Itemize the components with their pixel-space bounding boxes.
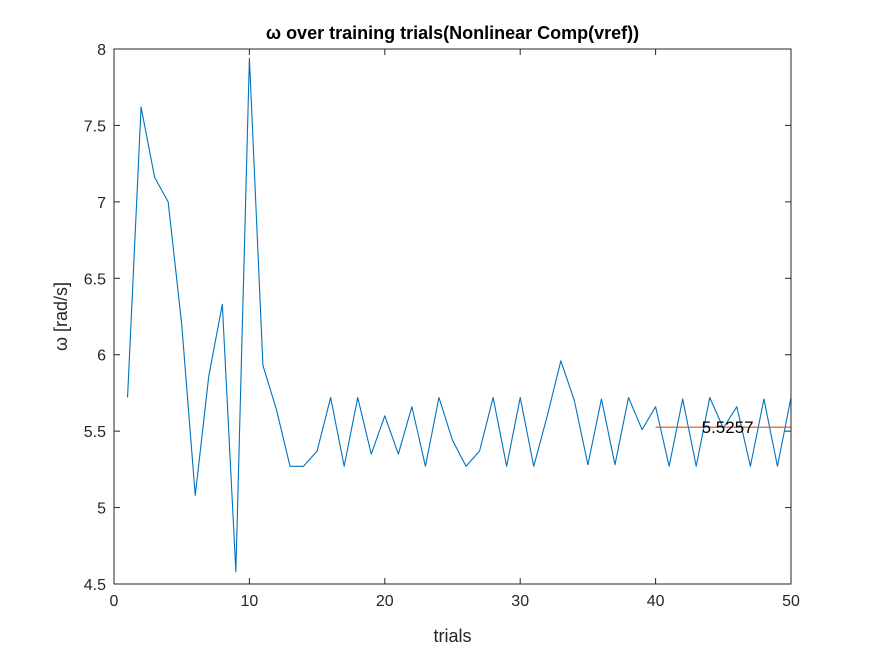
x-tick-label: 10 [241, 593, 259, 610]
y-tick-label: 5.5 [84, 424, 106, 441]
x-tick-label: 30 [511, 593, 529, 610]
axis-ticks: 0 10 20 30 40 50 4.5 5 5.5 6 6.5 7 7.5 8 [84, 42, 800, 610]
annotations: 5.5257 [702, 418, 754, 437]
x-tick-label: 0 [110, 593, 119, 610]
y-axis-label: ω [rad/s] [51, 282, 71, 351]
y-tick-label: 6.5 [84, 271, 106, 288]
y-tick-label: 7 [97, 195, 106, 212]
y-tick-label: 7.5 [84, 118, 106, 135]
y-tick-label: 8 [97, 42, 106, 59]
y-tick-label: 6 [97, 348, 106, 365]
series-line-0 [126, 57, 792, 573]
plot-lines [126, 57, 792, 573]
y-tick-label: 4.5 [84, 577, 106, 594]
axes-box [113, 48, 792, 585]
x-tick-label: 50 [782, 593, 800, 610]
chart-title: ω over training trials(Nonlinear Comp(vr… [266, 23, 639, 43]
axes-background [114, 49, 791, 584]
x-tick-label: 40 [647, 593, 665, 610]
x-tick-label: 20 [376, 593, 394, 610]
y-tick-label: 5 [97, 501, 106, 518]
x-axis-label: trials [433, 626, 471, 646]
data-label: 5.5257 [702, 418, 754, 437]
